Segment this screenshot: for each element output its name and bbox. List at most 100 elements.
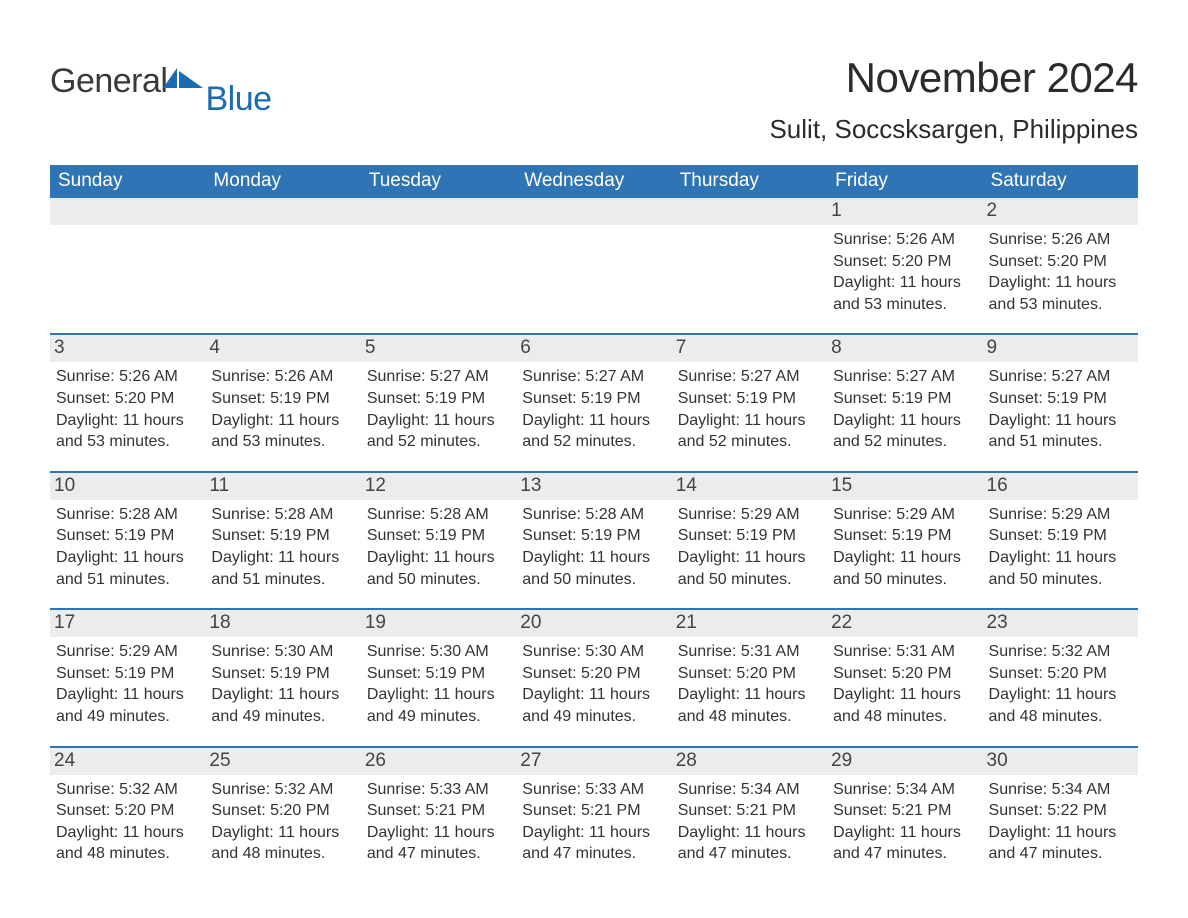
day-number: 17	[50, 610, 205, 637]
day-number: 21	[672, 610, 827, 637]
calendar-day-cell: 2 Sunrise: 5:26 AMSunset: 5:20 PMDaylight…	[983, 198, 1138, 334]
day-details: Sunrise: 5:27 AMSunset: 5:19 PMDaylight:…	[678, 366, 821, 452]
day-details: Sunrise: 5:33 AMSunset: 5:21 PMDaylight:…	[522, 779, 665, 865]
calendar-day-cell	[672, 198, 827, 334]
day-details: Sunrise: 5:30 AMSunset: 5:20 PMDaylight:…	[522, 641, 665, 727]
day-number	[361, 198, 516, 225]
calendar-table: SundayMondayTuesdayWednesdayThursdayFrid…	[50, 165, 1138, 883]
day-header: Wednesday	[516, 165, 671, 198]
calendar-day-cell: 21 Sunrise: 5:31 AMSunset: 5:20 PMDayligh…	[672, 609, 827, 746]
day-details: Sunrise: 5:26 AMSunset: 5:20 PMDaylight:…	[56, 366, 199, 452]
day-number: 22	[827, 610, 982, 637]
brand-logo: General Blue	[50, 40, 274, 101]
day-number: 10	[50, 473, 205, 500]
calendar-day-cell: 23Sunrise: 5:32 AMSunset: 5:20 PMDayligh…	[983, 609, 1138, 746]
day-number: 24	[50, 748, 205, 775]
day-number: 9	[983, 335, 1138, 362]
calendar-day-cell: 4 Sunrise: 5:26 AMSunset: 5:19 PMDaylight…	[205, 334, 360, 471]
day-number: 29	[827, 748, 982, 775]
day-number: 20	[516, 610, 671, 637]
day-number: 12	[361, 473, 516, 500]
day-number: 13	[516, 473, 671, 500]
day-header: Friday	[827, 165, 982, 198]
day-details: Sunrise: 5:30 AMSunset: 5:19 PMDaylight:…	[211, 641, 354, 727]
day-number: 16	[983, 473, 1138, 500]
calendar-day-cell: 3 Sunrise: 5:26 AMSunset: 5:20 PMDaylight…	[50, 334, 205, 471]
day-number: 4	[205, 335, 360, 362]
calendar-week-row: 24Sunrise: 5:32 AMSunset: 5:20 PMDayligh…	[50, 747, 1138, 883]
calendar-header-row: SundayMondayTuesdayWednesdayThursdayFrid…	[50, 165, 1138, 198]
day-number	[50, 198, 205, 225]
day-number: 25	[205, 748, 360, 775]
day-header: Thursday	[672, 165, 827, 198]
day-details: Sunrise: 5:32 AMSunset: 5:20 PMDaylight:…	[56, 779, 199, 865]
day-details: Sunrise: 5:29 AMSunset: 5:19 PMDaylight:…	[678, 504, 821, 590]
calendar-day-cell: 11 Sunrise: 5:28 AMSunset: 5:19 PMDayligh…	[205, 472, 360, 609]
day-details: Sunrise: 5:29 AMSunset: 5:19 PMDaylight:…	[989, 504, 1132, 590]
calendar-day-cell: 6Sunrise: 5:27 AMSunset: 5:19 PMDaylight…	[516, 334, 671, 471]
calendar-day-cell: 19Sunrise: 5:30 AMSunset: 5:19 PMDayligh…	[361, 609, 516, 746]
calendar-day-cell: 15Sunrise: 5:29 AMSunset: 5:19 PMDayligh…	[827, 472, 982, 609]
day-number: 1	[827, 198, 982, 225]
calendar-day-cell: 1 Sunrise: 5:26 AMSunset: 5:20 PMDaylight…	[827, 198, 982, 334]
calendar-week-row: 3 Sunrise: 5:26 AMSunset: 5:20 PMDaylight…	[50, 334, 1138, 471]
day-number: 27	[516, 748, 671, 775]
day-header: Monday	[205, 165, 360, 198]
day-number: 7	[672, 335, 827, 362]
day-number: 2	[983, 198, 1138, 225]
day-details: Sunrise: 5:32 AMSunset: 5:20 PMDaylight:…	[989, 641, 1132, 727]
day-details: Sunrise: 5:29 AMSunset: 5:19 PMDaylight:…	[833, 504, 976, 590]
day-number: 28	[672, 748, 827, 775]
day-details: Sunrise: 5:27 AMSunset: 5:19 PMDaylight:…	[833, 366, 976, 452]
calendar-day-cell: 14 Sunrise: 5:29 AMSunset: 5:19 PMDayligh…	[672, 472, 827, 609]
day-details: Sunrise: 5:34 AMSunset: 5:21 PMDaylight:…	[678, 779, 821, 865]
day-header: Tuesday	[361, 165, 516, 198]
page-title: November 2024	[769, 54, 1138, 102]
calendar-day-cell	[205, 198, 360, 334]
page-subtitle: Sulit, Soccsksargen, Philippines	[769, 114, 1138, 145]
brand-word-2: Blue	[205, 80, 271, 119]
calendar-day-cell: 26Sunrise: 5:33 AMSunset: 5:21 PMDayligh…	[361, 747, 516, 883]
calendar-day-cell	[361, 198, 516, 334]
calendar-day-cell: 29Sunrise: 5:34 AMSunset: 5:21 PMDayligh…	[827, 747, 982, 883]
calendar-day-cell: 10Sunrise: 5:28 AMSunset: 5:19 PMDayligh…	[50, 472, 205, 609]
calendar-week-row: 17Sunrise: 5:29 AMSunset: 5:19 PMDayligh…	[50, 609, 1138, 746]
day-number: 14	[672, 473, 827, 500]
day-header: Saturday	[983, 165, 1138, 198]
calendar-body: 1 Sunrise: 5:26 AMSunset: 5:20 PMDaylight…	[50, 198, 1138, 883]
day-number: 8	[827, 335, 982, 362]
day-details: Sunrise: 5:28 AMSunset: 5:19 PMDaylight:…	[522, 504, 665, 590]
day-details: Sunrise: 5:32 AMSunset: 5:20 PMDaylight:…	[211, 779, 354, 865]
title-block: November 2024 Sulit, Soccsksargen, Phili…	[769, 40, 1138, 159]
day-number: 6	[516, 335, 671, 362]
day-number: 11	[205, 473, 360, 500]
calendar-day-cell	[50, 198, 205, 334]
day-number: 3	[50, 335, 205, 362]
day-number	[672, 198, 827, 225]
calendar-day-cell: 20 Sunrise: 5:30 AMSunset: 5:20 PMDayligh…	[516, 609, 671, 746]
calendar-day-cell: 22Sunrise: 5:31 AMSunset: 5:20 PMDayligh…	[827, 609, 982, 746]
day-details: Sunrise: 5:28 AMSunset: 5:19 PMDaylight:…	[211, 504, 354, 590]
calendar-day-cell: 30 Sunrise: 5:34 AMSunset: 5:22 PMDayligh…	[983, 747, 1138, 883]
calendar-day-cell: 27 Sunrise: 5:33 AMSunset: 5:21 PMDayligh…	[516, 747, 671, 883]
calendar-day-cell: 9Sunrise: 5:27 AMSunset: 5:19 PMDaylight…	[983, 334, 1138, 471]
calendar-day-cell: 12Sunrise: 5:28 AMSunset: 5:19 PMDayligh…	[361, 472, 516, 609]
day-number: 30	[983, 748, 1138, 775]
calendar-day-cell	[516, 198, 671, 334]
day-number	[516, 198, 671, 225]
header: General Blue November 2024 Sulit, Soccsk…	[50, 40, 1138, 159]
day-header: Sunday	[50, 165, 205, 198]
calendar-week-row: 1 Sunrise: 5:26 AMSunset: 5:20 PMDaylight…	[50, 198, 1138, 334]
day-details: Sunrise: 5:26 AMSunset: 5:19 PMDaylight:…	[211, 366, 354, 452]
day-number	[205, 198, 360, 225]
calendar-week-row: 10Sunrise: 5:28 AMSunset: 5:19 PMDayligh…	[50, 472, 1138, 609]
brand-word-1: General	[50, 62, 167, 101]
calendar-day-cell: 13 Sunrise: 5:28 AMSunset: 5:19 PMDayligh…	[516, 472, 671, 609]
day-details: Sunrise: 5:26 AMSunset: 5:20 PMDaylight:…	[833, 229, 976, 315]
day-details: Sunrise: 5:26 AMSunset: 5:20 PMDaylight:…	[989, 229, 1132, 315]
day-details: Sunrise: 5:31 AMSunset: 5:20 PMDaylight:…	[678, 641, 821, 727]
calendar-day-cell: 24 Sunrise: 5:32 AMSunset: 5:20 PMDayligh…	[50, 747, 205, 883]
day-number: 18	[205, 610, 360, 637]
day-details: Sunrise: 5:34 AMSunset: 5:22 PMDaylight:…	[989, 779, 1132, 865]
calendar-day-cell: 5Sunrise: 5:27 AMSunset: 5:19 PMDaylight…	[361, 334, 516, 471]
